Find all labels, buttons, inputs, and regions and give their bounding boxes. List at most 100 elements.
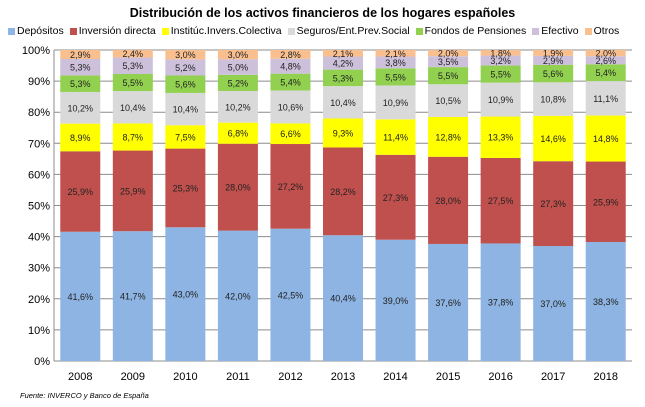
data-label: 4,2%: [333, 59, 354, 69]
data-label: 38,3%: [593, 297, 619, 307]
data-label: 2,1%: [333, 49, 354, 59]
bar-segment: [270, 50, 311, 59]
bar-segment: [165, 125, 206, 149]
data-label: 2,9%: [543, 56, 564, 66]
data-label: 10,2%: [225, 102, 251, 112]
bar-segment: [165, 227, 206, 361]
data-label: 5,3%: [333, 73, 354, 83]
data-label: 11,4%: [383, 133, 408, 143]
data-label: 11,1%: [593, 94, 618, 104]
legend-swatch: [161, 27, 169, 35]
bar-segment: [60, 59, 101, 76]
data-label: 3,5%: [438, 57, 459, 67]
data-label: 5,2%: [228, 78, 249, 88]
data-label: 1,9%: [543, 48, 564, 58]
data-label: 5,3%: [70, 79, 91, 89]
data-label: 37,0%: [540, 299, 566, 309]
data-label: 27,3%: [383, 193, 409, 203]
bar-segment: [428, 50, 469, 57]
bar-segment: [585, 81, 626, 116]
bar-segment: [270, 73, 311, 91]
data-label: 28,0%: [225, 183, 251, 193]
bar-segment: [323, 118, 363, 148]
legend-item: Inversión directa: [69, 25, 156, 37]
bar-segment: [165, 148, 206, 228]
bar-segment: [585, 161, 626, 243]
data-label: 7,5%: [175, 132, 196, 142]
y-tick-label: 40%: [28, 232, 50, 244]
data-label: 5,3%: [123, 61, 144, 71]
bar-segment: [533, 115, 574, 162]
legend-swatch: [415, 27, 423, 35]
y-tick-label: 60%: [28, 169, 50, 181]
legend-label: Seguros/Ent.Prev.Social: [296, 25, 410, 37]
data-label: 12,8%: [435, 132, 461, 142]
data-label: 28,0%: [435, 196, 461, 206]
bar-segment: [533, 64, 574, 83]
data-label: 5,5%: [490, 70, 511, 80]
data-label: 2,0%: [595, 49, 616, 59]
bar-segment: [533, 50, 574, 56]
bar-segment: [585, 242, 626, 361]
data-label: 27,3%: [540, 199, 566, 209]
x-tick-label: 2012: [278, 371, 302, 383]
x-tick-label: 2017: [541, 371, 565, 383]
data-label: 5,5%: [123, 78, 144, 88]
bar-segment: [60, 151, 101, 232]
bar-segment: [480, 157, 521, 244]
y-tick-label: 0%: [34, 356, 50, 368]
data-label: 1,8%: [490, 48, 511, 58]
legend-label: Inversión directa: [78, 25, 156, 37]
bar-segment: [428, 67, 469, 85]
data-label: 25,9%: [120, 186, 146, 196]
data-label: 3,0%: [175, 50, 196, 60]
bar-segment: [585, 115, 626, 162]
bar-segment: [375, 68, 416, 86]
bar-segment: [112, 57, 153, 74]
bar-segment: [375, 239, 416, 361]
data-label: 5,6%: [175, 80, 196, 90]
data-label: 13,3%: [488, 133, 514, 143]
x-tick-label: 2013: [331, 371, 355, 383]
bar-segment: [165, 50, 206, 60]
bar-segment: [480, 243, 521, 361]
bar-segment: [323, 69, 363, 87]
bar-segment: [533, 55, 574, 65]
y-tick-label: 10%: [28, 325, 50, 337]
bar-segment: [60, 50, 101, 60]
bar-segment: [480, 50, 521, 56]
data-label: 37,8%: [488, 298, 514, 308]
bar-segment: [323, 56, 363, 70]
data-label: 10,4%: [330, 98, 356, 108]
data-label: 3,2%: [490, 56, 511, 66]
bar-segment: [480, 82, 521, 117]
bar-segment: [375, 154, 416, 240]
x-tick-label: 2018: [593, 371, 617, 383]
data-label: 41,7%: [120, 292, 146, 302]
x-tick-label: 2010: [173, 371, 197, 383]
bar-segment: [217, 143, 258, 231]
bar-segment: [428, 243, 469, 361]
bar-segment: [112, 91, 153, 124]
bar-segment: [112, 231, 153, 361]
data-label: 2,0%: [438, 49, 459, 59]
bar-segment: [217, 230, 258, 361]
data-label: 10,2%: [68, 103, 94, 113]
legend-item: Fondos de Pensiones: [415, 25, 526, 37]
data-label: 10,8%: [540, 95, 566, 105]
data-label: 10,5%: [435, 96, 461, 106]
data-label: 14,6%: [540, 134, 566, 144]
legend-label: Efectivo: [541, 25, 579, 37]
data-label: 10,9%: [488, 95, 514, 105]
data-label: 42,5%: [278, 290, 304, 300]
bar-segment: [585, 50, 626, 57]
bar-segment: [112, 123, 153, 151]
data-label: 5,6%: [543, 69, 564, 79]
bar-segment: [585, 64, 626, 82]
data-label: 10,4%: [173, 105, 199, 115]
legend-item: Depósitos: [8, 25, 64, 37]
bar-segment: [217, 50, 258, 60]
data-label: 6,6%: [280, 129, 301, 139]
